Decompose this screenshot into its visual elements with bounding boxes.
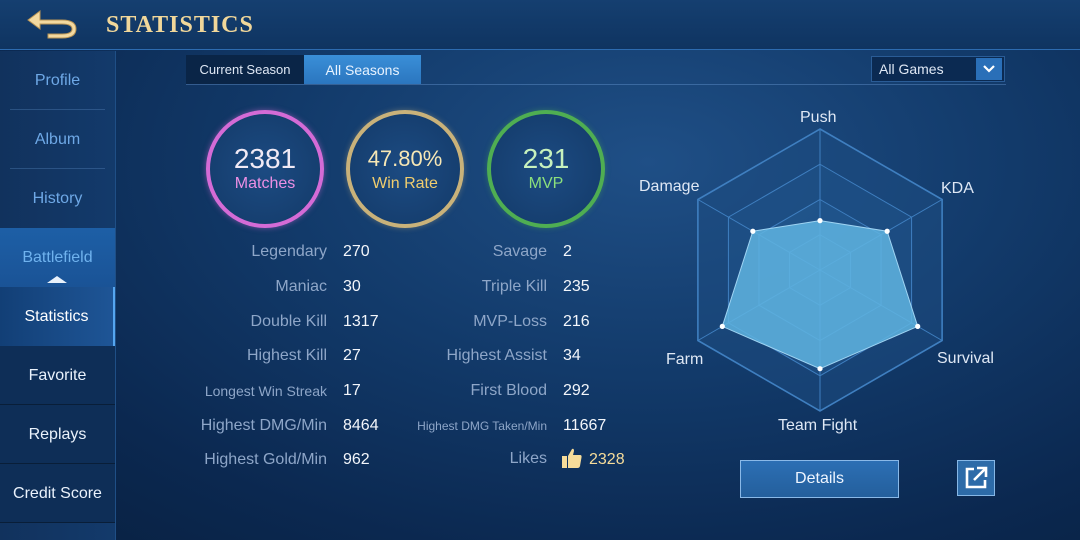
radar-axis-farm: Farm <box>666 351 704 368</box>
sidebar-item-favorite[interactable]: Favorite <box>0 346 115 405</box>
radar-svg <box>697 128 943 412</box>
game-mode-dropdown[interactable]: All Games <box>871 56 1005 82</box>
sidebar-item-label: Profile <box>34 71 81 89</box>
sidebar-item-label: History <box>32 189 83 207</box>
stat-label-highest-kill: Highest Kill <box>246 347 327 364</box>
sidebar-item-battlefield[interactable]: Battlefield <box>0 228 115 287</box>
radar-axis-team-fight: Team Fight <box>778 417 858 434</box>
page-title: STATISTICS <box>106 12 254 38</box>
sidebar-item-label: Battlefield <box>22 248 93 266</box>
radar-point-team-fight <box>817 366 823 372</box>
stat-label-maniac: Maniac <box>275 278 327 295</box>
dropdown-toggle[interactable] <box>976 58 1002 80</box>
stat-label-highest-gold-min: Highest Gold/Min <box>204 451 327 468</box>
matches-circle: 2381 Matches <box>206 110 324 228</box>
stat-label-highest-assist: Highest Assist <box>446 347 547 364</box>
stat-value-legendary: 270 <box>343 243 370 260</box>
sidebar-item-statistics[interactable]: Statistics <box>0 287 115 346</box>
back-arrow-icon <box>27 10 77 39</box>
sidebar-item-label: Favorite <box>28 366 87 384</box>
stat-label-double-kill: Double Kill <box>250 313 327 330</box>
radar-point-survival <box>915 323 921 329</box>
mvp-circle: 231 MVP <box>487 110 605 228</box>
sidebar-item-album[interactable]: Album <box>0 110 115 169</box>
tab-current-season[interactable]: Current Season <box>186 55 304 84</box>
stat-label-triple-kill: Triple Kill <box>481 278 547 295</box>
divider <box>10 109 105 110</box>
mvp-value: 231 <box>522 143 570 174</box>
stat-label-first-blood: First Blood <box>470 382 547 399</box>
stat-value-first-blood: 292 <box>563 382 590 399</box>
stat-value-highest-kill: 27 <box>343 347 361 364</box>
sidebar-item-credit-score[interactable]: Credit Score <box>0 464 115 523</box>
sidebar-item-profile[interactable]: Profile <box>0 51 115 110</box>
sidebar-item-label: Replays <box>28 425 87 443</box>
sidebar-item-history[interactable]: History <box>0 169 115 228</box>
tab-all-seasons[interactable]: All Seasons <box>304 55 421 84</box>
external-link-icon <box>965 466 988 489</box>
radar-point-farm <box>719 323 725 329</box>
stat-label-legendary: Legendary <box>251 243 327 260</box>
tabs-divider <box>186 84 1006 85</box>
matches-label: Matches <box>234 175 296 192</box>
stat-label-highest-dmg-min: Highest DMG/Min <box>200 417 327 434</box>
matches-value: 2381 <box>233 143 297 174</box>
radar-axis-survival: Survival <box>937 350 994 367</box>
share-button[interactable] <box>957 460 995 496</box>
stat-value-maniac: 30 <box>343 278 361 295</box>
sidebar-item-label: Credit Score <box>13 484 102 502</box>
stat-value-longest-win-streak: 17 <box>343 382 361 399</box>
divider <box>0 522 115 523</box>
sidebar: Profile Album History Battlefield Statis… <box>0 51 116 540</box>
divider <box>0 463 115 464</box>
sidebar-item-label: Album <box>34 130 81 148</box>
back-button[interactable] <box>22 6 84 42</box>
radar-axis-push: Push <box>800 109 837 126</box>
radar-point-push <box>817 218 823 224</box>
stat-value-mvp-loss: 216 <box>563 313 590 330</box>
dropdown-selected: All Games <box>879 61 944 77</box>
sidebar-item-replays[interactable]: Replays <box>0 405 115 464</box>
stat-value-highest-assist: 34 <box>563 347 581 364</box>
header-bar: STATISTICS <box>0 0 1080 50</box>
caret-up-icon <box>47 276 67 283</box>
stat-value-double-kill: 1317 <box>343 313 379 330</box>
thumbs-up-icon <box>562 448 582 468</box>
stat-label-highest-dmg-taken-min: Highest DMG Taken/Min <box>417 419 547 433</box>
stat-label-longest-win-streak: Longest Win Streak <box>204 383 327 399</box>
win-rate-circle: 47.80% Win Rate <box>346 110 464 228</box>
mvp-label: MVP <box>528 175 564 192</box>
radar-axis-kda: KDA <box>941 180 974 197</box>
chevron-down-icon <box>983 65 995 73</box>
stat-value-highest-dmg-min: 8464 <box>343 417 379 434</box>
stat-value-likes: 2328 <box>589 451 625 468</box>
stat-label-likes: Likes <box>509 450 547 467</box>
stat-value-highest-dmg-taken-min: 11667 <box>563 417 607 434</box>
stat-label-mvp-loss: MVP-Loss <box>473 313 547 330</box>
win-rate-value: 47.80% <box>367 146 443 171</box>
stat-label-savage: Savage <box>492 243 547 260</box>
stat-value-highest-gold-min: 962 <box>343 451 370 468</box>
radar-chart: Push KDA Survival Team Fight Farm Damage <box>630 100 1010 440</box>
details-button[interactable]: Details <box>740 460 899 498</box>
radar-axis-damage: Damage <box>639 178 700 195</box>
divider <box>0 404 115 405</box>
sidebar-item-label: Statistics <box>24 307 89 325</box>
win-rate-label: Win Rate <box>372 175 438 192</box>
divider <box>10 168 105 169</box>
radar-points <box>719 218 921 372</box>
season-tabs: Current Season All Seasons <box>186 55 422 84</box>
stat-value-savage: 2 <box>563 243 572 260</box>
radar-point-kda <box>884 228 890 234</box>
stat-value-triple-kill: 235 <box>563 278 590 295</box>
radar-point-damage <box>750 228 756 234</box>
